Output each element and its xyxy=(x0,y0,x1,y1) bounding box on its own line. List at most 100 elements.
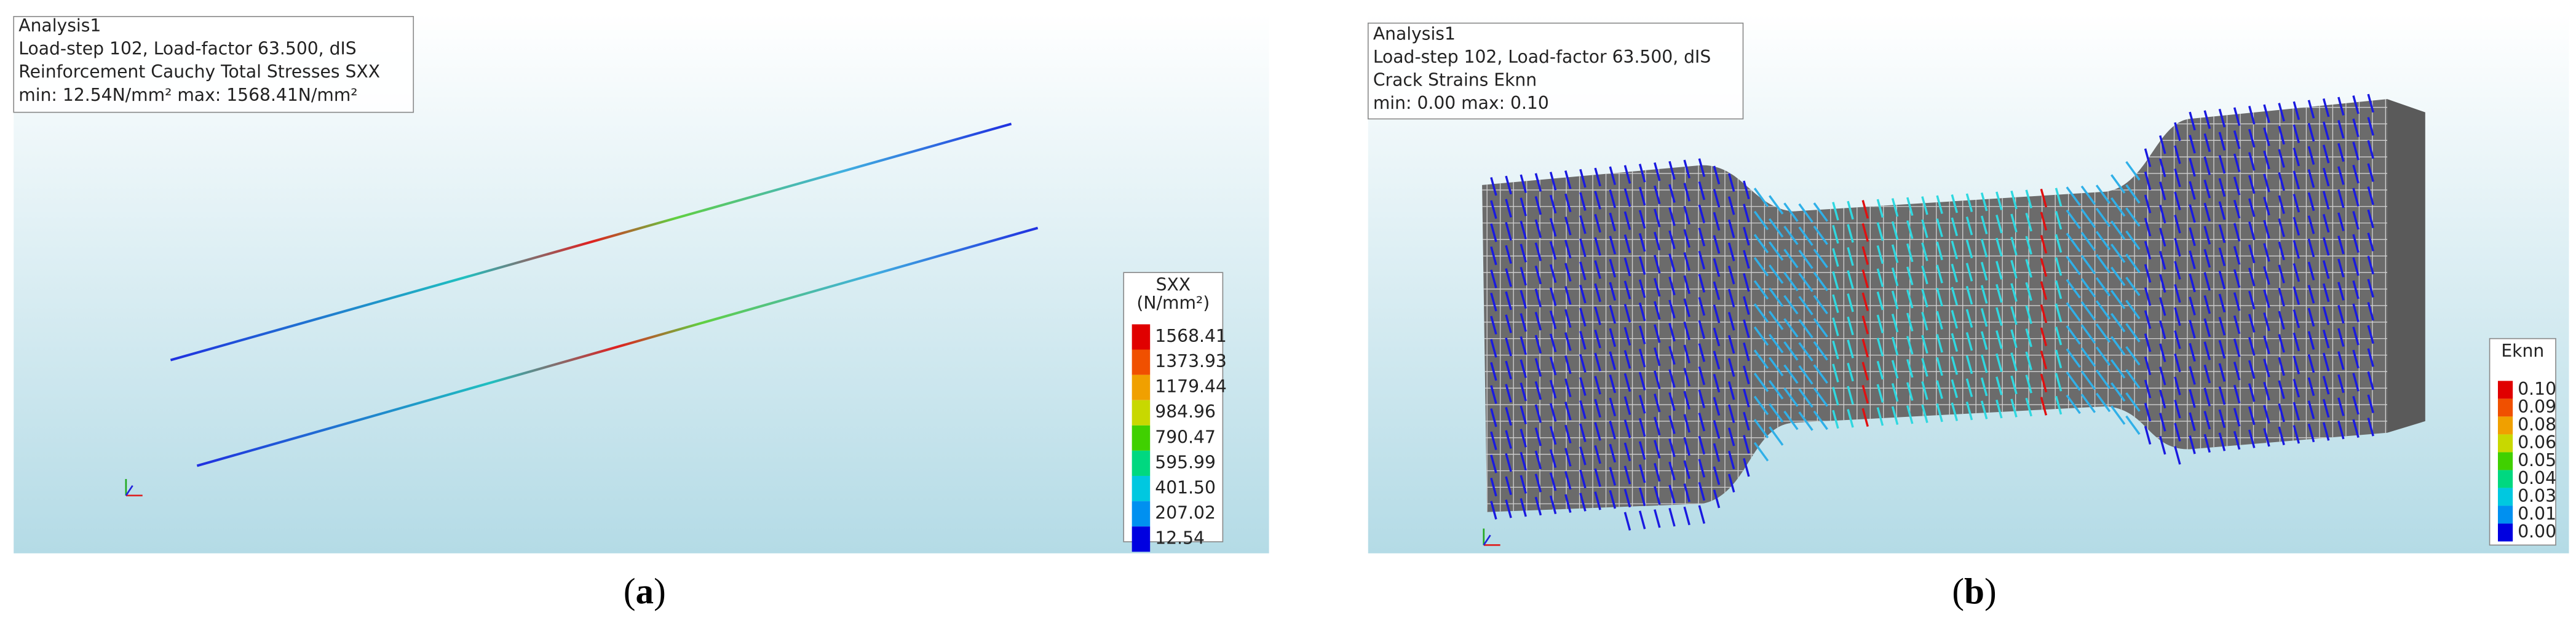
crack-vector xyxy=(1505,384,1512,403)
crack-vector xyxy=(1579,192,1587,211)
crack-vector xyxy=(1769,264,1784,284)
crack-vector xyxy=(2218,293,2226,313)
crack-vector xyxy=(2293,240,2301,259)
mesh-side xyxy=(2387,99,2425,433)
crack-vector xyxy=(2218,178,2226,197)
crack-vector xyxy=(2189,227,2196,247)
crack-vector xyxy=(2293,402,2301,421)
crack-vector xyxy=(2110,266,2126,287)
crack-vector xyxy=(2293,425,2301,444)
info-line: min: 0.00 max: 0.10 xyxy=(1373,93,1549,113)
crack-vector xyxy=(2080,231,2096,252)
crack-vector xyxy=(1936,380,1943,399)
crack-vector xyxy=(2066,256,2081,275)
crack-vector xyxy=(1698,481,1706,501)
crack-vector xyxy=(1743,342,1750,362)
crack-vector xyxy=(2040,397,2048,416)
crack-vector xyxy=(1534,335,1542,354)
crack-vector xyxy=(1609,421,1617,440)
crack-vector xyxy=(2159,251,2166,270)
crack-vector xyxy=(1623,442,1631,462)
crack-vector xyxy=(2233,130,2241,149)
crack-vector xyxy=(1753,303,1769,323)
crack-vector xyxy=(1564,470,1572,490)
crack-vector xyxy=(1891,382,1899,402)
crack-vector xyxy=(2189,320,2196,339)
crack-vector xyxy=(2248,152,2256,171)
crack-vector xyxy=(1995,237,2003,257)
crack-vector xyxy=(1698,250,1706,270)
info-line: Crack Strains Eknn xyxy=(1373,70,1537,90)
crack-vector xyxy=(2055,349,2063,369)
crack-vector xyxy=(2174,191,2181,211)
crack-vector xyxy=(2159,181,2166,200)
crack-vector xyxy=(2203,226,2211,245)
info-line: Load-step 102, Load-factor 63.500, dIS xyxy=(18,39,356,59)
crack-vector xyxy=(1906,359,1914,378)
crack-vector xyxy=(2248,105,2256,125)
crack-vector xyxy=(1668,346,1676,365)
crack-vector xyxy=(1609,328,1617,347)
crack-vector xyxy=(1683,275,1690,295)
crack-vector xyxy=(1594,329,1601,349)
crack-vector xyxy=(2278,334,2285,353)
crack-vector xyxy=(1743,411,1750,431)
info-line: Load-step 102, Load-factor 63.500, dIS xyxy=(1373,47,1711,67)
crack-vector xyxy=(1594,167,1601,187)
crack-vector xyxy=(1727,242,1735,261)
crack-vector xyxy=(1876,268,1884,287)
crack-vector xyxy=(2352,234,2360,253)
legend-swatch xyxy=(1131,324,1151,350)
crack-vector xyxy=(1980,285,1988,304)
crack-vector xyxy=(2159,413,2166,432)
crack-vector xyxy=(2307,100,2315,119)
crack-vector xyxy=(1847,409,1854,428)
crack-vector xyxy=(1549,403,1557,422)
crack-vector xyxy=(2278,125,2285,145)
legend-label: 595.99 xyxy=(1155,452,1216,472)
crack-vector xyxy=(1534,404,1542,423)
crack-vector xyxy=(2352,349,2360,369)
crack-vector xyxy=(1609,189,1617,208)
crack-vector xyxy=(2278,172,2285,191)
crack-vector xyxy=(1713,466,1721,485)
crack-vector xyxy=(1549,264,1557,283)
legend-swatch xyxy=(2498,523,2513,542)
crack-vector xyxy=(1579,284,1587,304)
crack-vector xyxy=(1876,291,1884,311)
crack-vector xyxy=(2144,333,2152,352)
crack-vector xyxy=(1743,435,1750,454)
crack-vector xyxy=(1798,203,1813,223)
crack-vector xyxy=(2066,302,2081,322)
crack-vector xyxy=(1654,347,1661,366)
crack-vector xyxy=(1683,229,1690,248)
crack-vector xyxy=(2203,110,2211,129)
crack-vector xyxy=(2233,153,2241,173)
crack-vector xyxy=(2174,376,2181,395)
crack-vector xyxy=(1713,397,1721,416)
crack-vector xyxy=(2144,426,2152,445)
crack-vector xyxy=(1995,330,2003,349)
crack-vector xyxy=(1579,215,1587,234)
crack-vector xyxy=(2248,383,2256,402)
legend-label: 0.03 xyxy=(2518,486,2556,506)
crack-vector xyxy=(1668,276,1676,296)
axis-triad xyxy=(125,478,1500,546)
crack-vector xyxy=(2159,158,2166,178)
crack-vector xyxy=(2095,300,2111,320)
crack-vector xyxy=(1753,326,1769,346)
crack-vector xyxy=(2040,351,2048,370)
crack-vector xyxy=(2159,343,2166,362)
crack-vector xyxy=(2025,259,2032,278)
crack-vector xyxy=(1813,318,1828,338)
crack-vector xyxy=(1579,261,1587,280)
crack-vector xyxy=(2203,387,2211,406)
crack-vector xyxy=(1698,505,1706,524)
crack-vector xyxy=(2040,258,2048,277)
crack-vector xyxy=(1564,263,1572,282)
crack-vector xyxy=(1490,223,1497,242)
crack-vector xyxy=(2159,389,2166,409)
crack-vector xyxy=(1520,197,1527,216)
crack-vector xyxy=(2293,194,2301,213)
crack-vector xyxy=(2144,264,2152,283)
